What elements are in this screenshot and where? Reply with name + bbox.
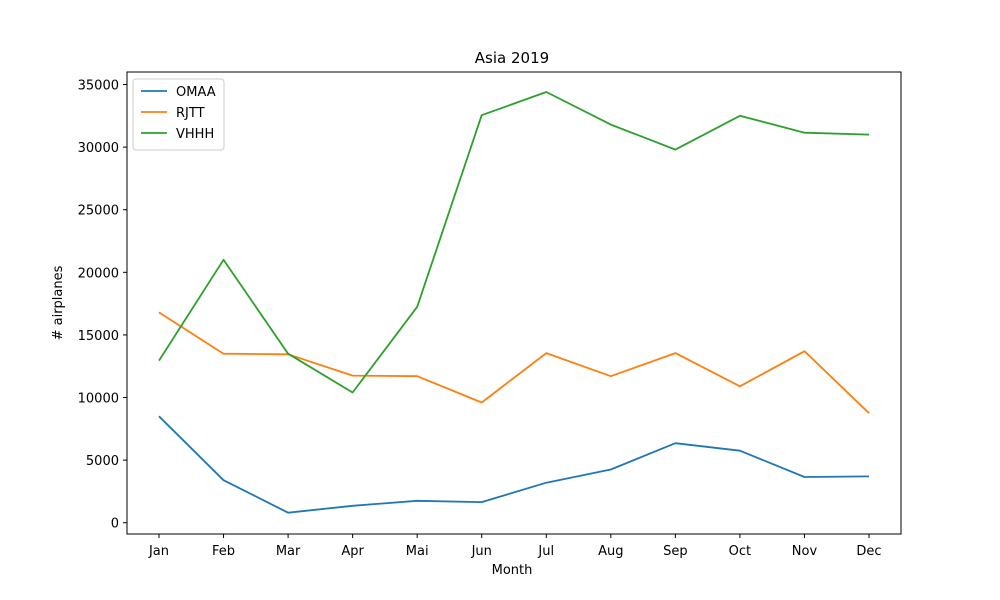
- y-tick-label: 15000: [78, 329, 119, 344]
- x-axis-title: Month: [492, 563, 533, 578]
- y-tick-label: 35000: [78, 79, 119, 94]
- x-tick-label: Jun: [471, 544, 492, 559]
- x-tick-label: Mai: [406, 544, 429, 559]
- x-tick-label: Jul: [537, 544, 554, 559]
- x-tick-label: Oct: [729, 544, 751, 559]
- x-tick-label: Dec: [856, 544, 881, 559]
- y-tick-label: 20000: [78, 266, 119, 281]
- x-tick-label: Nov: [792, 544, 818, 559]
- y-tick-label: 10000: [78, 392, 119, 407]
- y-axis: 0 5000 10000 15000 20000 25000 30000 35000: [78, 79, 127, 532]
- x-tick-label: Mar: [276, 544, 301, 559]
- y-tick-label: 5000: [86, 454, 119, 469]
- y-tick-label: 25000: [78, 204, 119, 219]
- series-line-rjtt: [158, 311, 870, 414]
- legend-label: OMAA: [176, 85, 216, 100]
- x-tick-label: Apr: [341, 544, 364, 559]
- x-axis: Jan Feb Mar Apr Mai Jun Jul Aug Sep Oct Nov Dec: [148, 534, 882, 559]
- series-line-vhhh: [158, 91, 870, 394]
- plot-frame: [126, 71, 902, 535]
- legend-label: RJTT: [176, 106, 205, 121]
- plot-lines: [158, 91, 870, 514]
- legend-label: VHHH: [176, 127, 214, 142]
- x-tick-label: Jan: [148, 544, 169, 559]
- y-tick-label: 30000: [78, 141, 119, 156]
- series-line-omaa: [158, 415, 870, 514]
- x-tick-label: Sep: [663, 544, 688, 559]
- x-tick-label: Aug: [598, 544, 623, 559]
- y-tick-label: 0: [111, 517, 119, 532]
- chart-title: Asia 2019: [475, 49, 549, 67]
- x-tick-label: Feb: [212, 544, 235, 559]
- legend: OMAA RJTT VHHH: [132, 78, 225, 151]
- y-axis-title: # airplanes: [51, 265, 66, 340]
